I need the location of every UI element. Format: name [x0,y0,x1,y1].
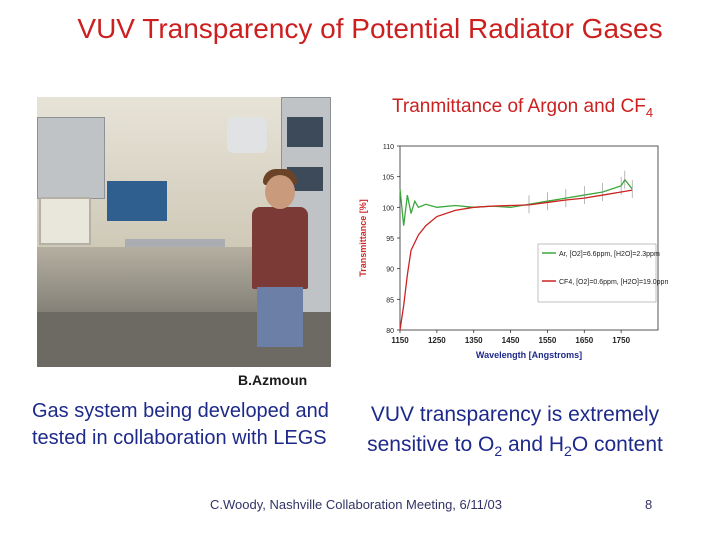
legend-label: CF4, [O2]=0.6ppm, [H2O]=19.0ppm [559,279,668,286]
photo-credit: B.Azmoun [238,372,308,388]
y-tick-label: 100 [382,205,394,212]
chart-legend: Ar, [O2]=6.6ppm, [H2O]=2.3ppm CF4, [O2]=0… [537,243,668,303]
left-body-text: Gas system being developed and tested in… [32,400,329,449]
chart-x-ticks: 1150 1250 1350 1450 1550 1650 1750 [391,330,631,345]
series-line-1 [399,189,633,331]
x-tick-label: 1550 [539,336,557,345]
chart-series [399,170,633,331]
x-tick-label: 1650 [575,336,593,345]
x-tick-label: 1450 [502,336,520,345]
legend-label: Ar, [O2]=6.6ppm, [H2O]=2.3ppm [559,251,660,258]
page-number: 8 [645,497,653,512]
x-tick-label: 1350 [465,336,483,345]
y-tick-label: 85 [386,297,394,304]
chart-x-axis-label: Wavelength [Angstroms] [476,350,582,360]
chart-y-axis-label: Transmittance [%] [358,199,368,277]
transmittance-chart: 80 85 90 95 100 105 110 1150 1250 1350 1450 1550 16… [358,144,668,360]
y-tick-label: 95 [386,236,394,243]
chart-y-ticks: 80 85 90 95 100 105 110 [382,144,400,335]
x-tick-label: 1750 [612,336,630,345]
legend-box [537,243,657,303]
right-body-text: VUV transparency is extremely sensitive … [367,403,663,460]
chart-plot-area [399,145,659,331]
chart-caption: Tranmittance of Argon and CF4 [392,96,654,120]
y-tick-label: 105 [382,175,394,182]
slide-title: VUV Transparency of Potential Radiator G… [77,13,663,44]
x-tick-label: 1150 [391,336,409,345]
y-tick-label: 80 [386,328,394,335]
slide-footer: C.Woody, Nashville Collaboration Meeting… [210,497,502,512]
y-tick-label: 90 [386,267,394,274]
plot-frame [399,145,659,331]
lab-photo [37,97,331,367]
x-tick-label: 1250 [428,336,446,345]
y-tick-label: 110 [383,144,394,151]
